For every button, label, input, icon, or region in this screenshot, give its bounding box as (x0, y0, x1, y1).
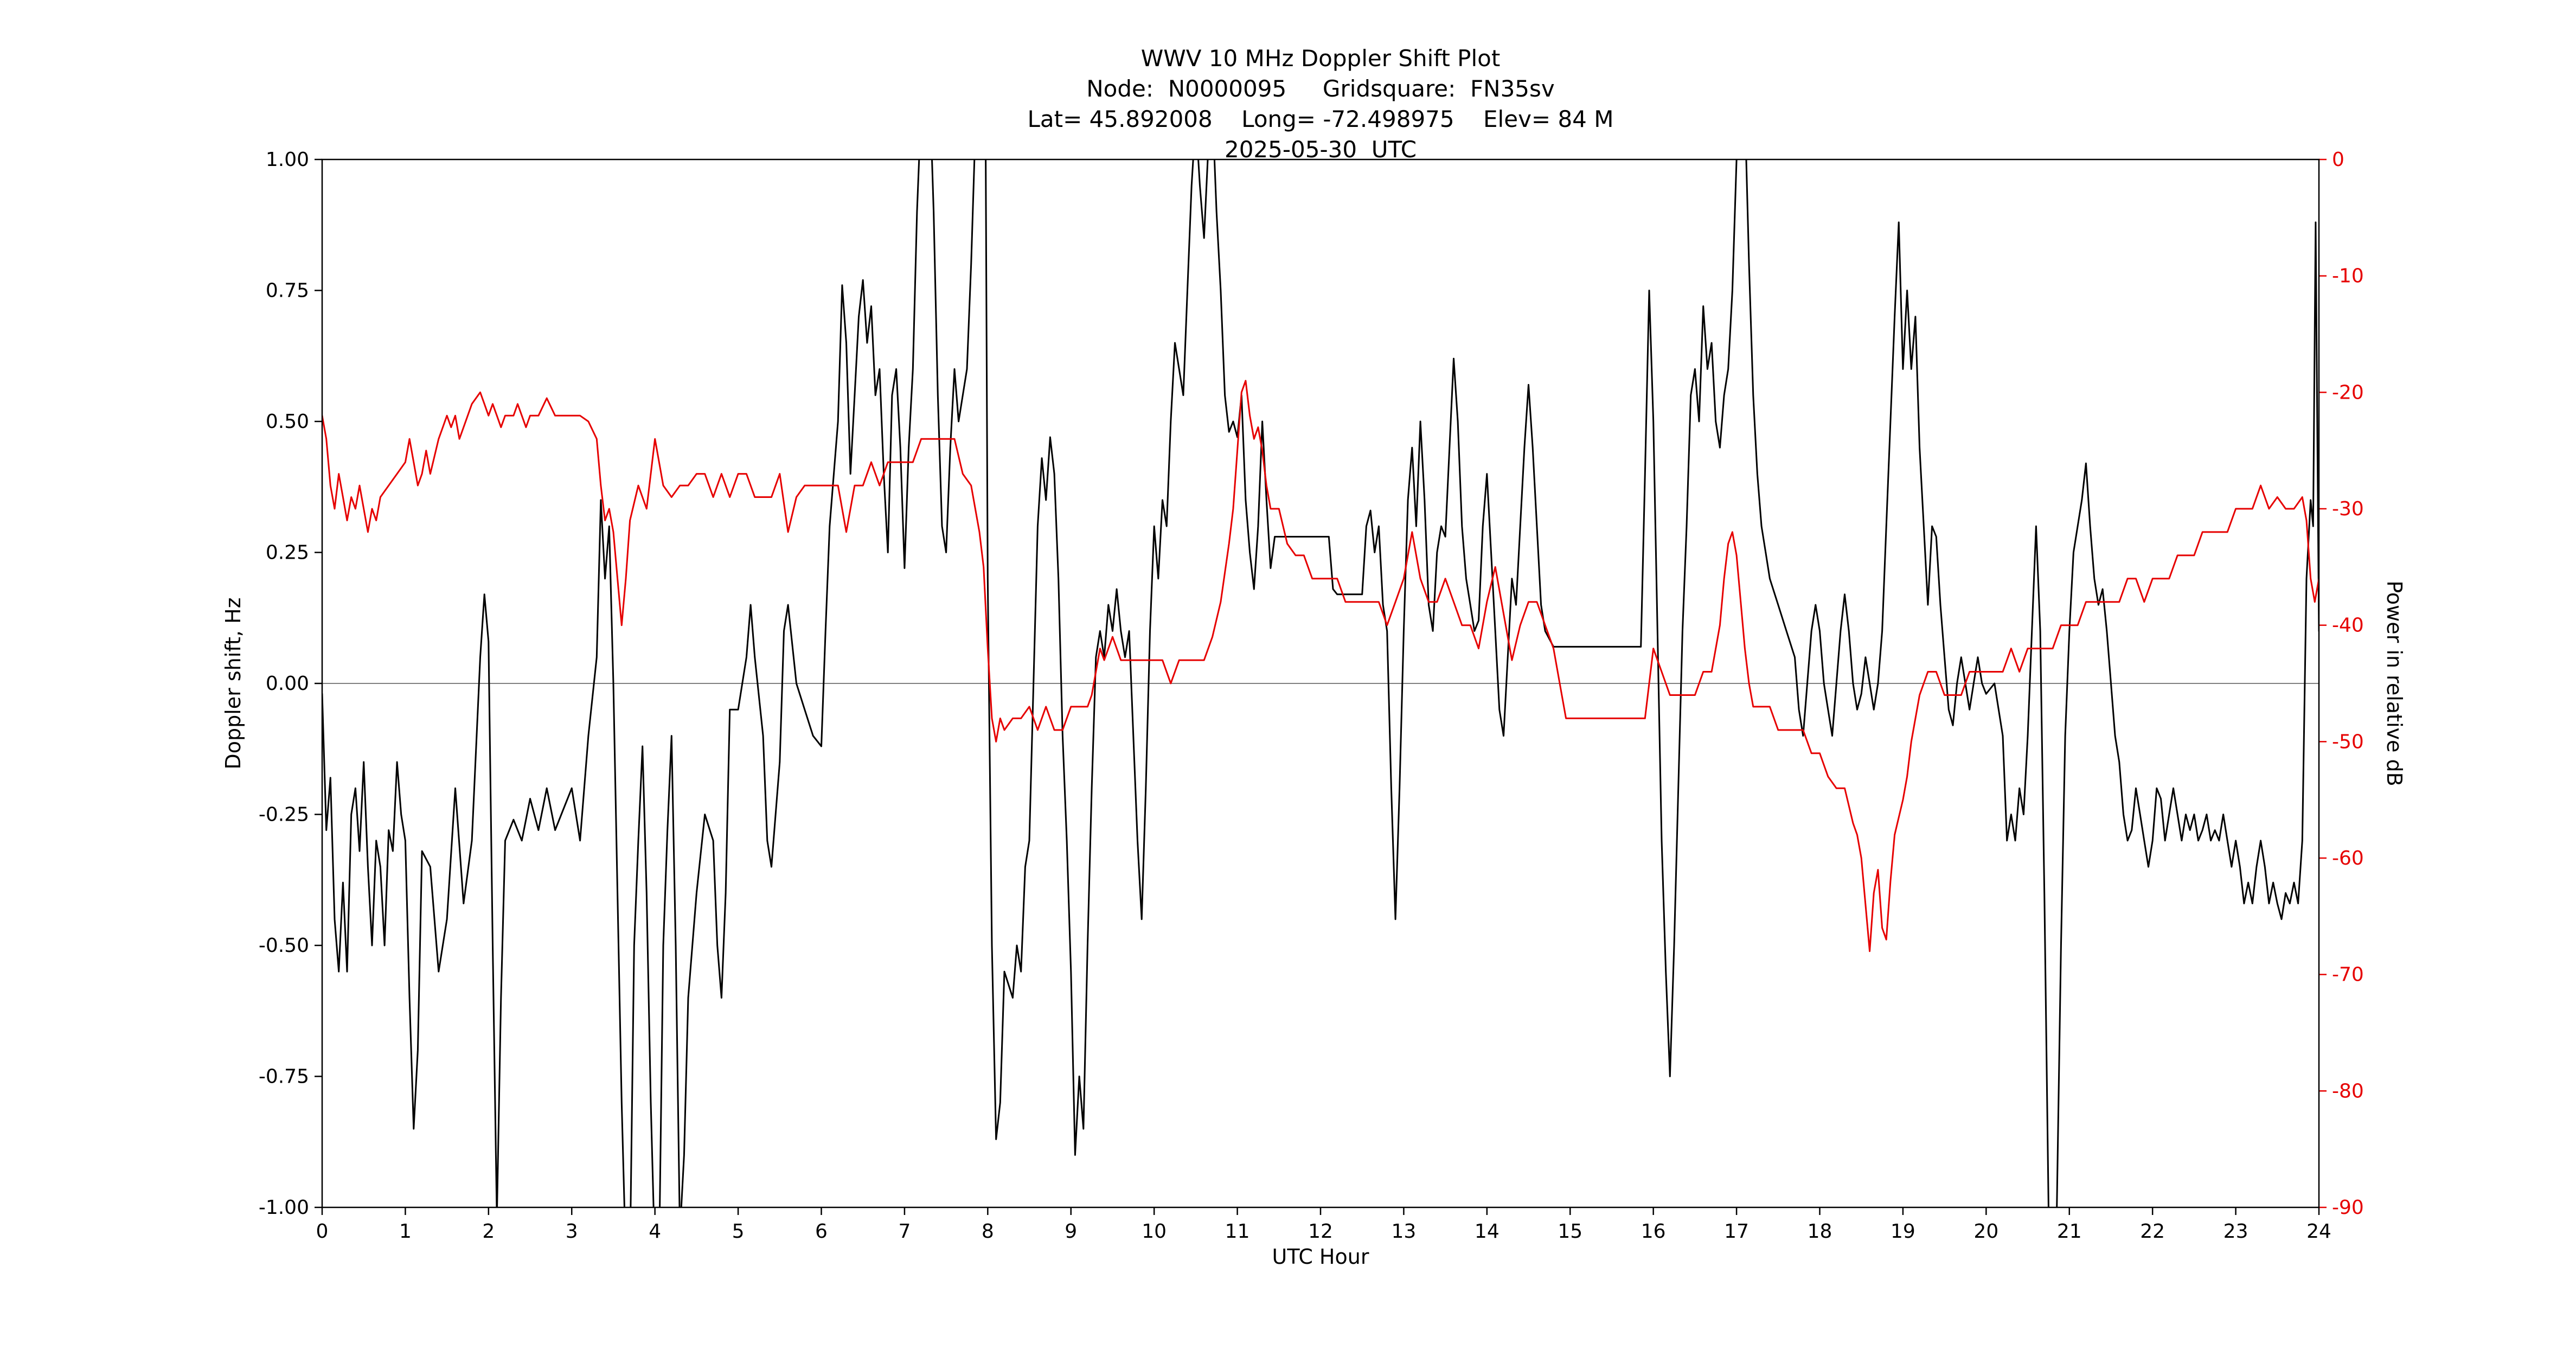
plot-frame (321, 158, 2320, 1208)
power-series-line (322, 380, 2319, 952)
x-tick-label: 22 (2140, 1220, 2165, 1243)
x-tick-label: 8 (982, 1220, 994, 1243)
x-tick-label: 4 (649, 1220, 661, 1243)
x-tick-label: 16 (1641, 1220, 1666, 1243)
x-tick-label: 20 (1973, 1220, 1998, 1243)
y-right-tick-label: -90 (2332, 1197, 2364, 1219)
x-tick-label: 17 (1724, 1220, 1749, 1243)
y-left-tick-label: -1.00 (259, 1197, 309, 1219)
x-tick-label: 14 (1475, 1220, 1500, 1243)
x-tick-label: 1 (399, 1220, 412, 1243)
y-left-tick-label: 0.50 (266, 411, 309, 433)
plot-subtitle-coords: Lat= 45.892008 Long= -72.498975 Elev= 84… (1027, 106, 1614, 132)
x-tick-label: 2 (482, 1220, 495, 1243)
x-tick-label: 9 (1065, 1220, 1077, 1243)
x-tick-label: 0 (316, 1220, 329, 1243)
title-block: WWV 10 MHz Doppler Shift Plot Node: N000… (322, 43, 2319, 165)
x-tick-label: 6 (815, 1220, 828, 1243)
y-right-tick-label: -10 (2332, 265, 2364, 287)
doppler-series-line (322, 159, 2319, 1207)
x-tick-label: 24 (2306, 1220, 2331, 1243)
y-right-tick-label: -30 (2332, 498, 2364, 520)
y-left-tick-label: -0.25 (259, 804, 309, 826)
x-tick-label: 10 (1142, 1220, 1167, 1243)
y-right-tick-label: -80 (2332, 1080, 2364, 1102)
y-left-tick-label: 1.00 (266, 149, 309, 171)
y-right-tick-label: -20 (2332, 381, 2364, 404)
y-right-tick-label: -40 (2332, 615, 2364, 637)
x-tick-label: 7 (898, 1220, 911, 1243)
y-right-tick-label: -70 (2332, 964, 2364, 986)
plot-subtitle-node: Node: N0000095 Gridsquare: FN35sv (1086, 75, 1555, 102)
x-tick-label: 23 (2223, 1220, 2248, 1243)
x-tick-label: 15 (1558, 1220, 1582, 1243)
y-left-tick-label: -0.75 (259, 1066, 309, 1088)
y-right-tick-label: 0 (2332, 149, 2344, 171)
x-tick-label: 3 (566, 1220, 578, 1243)
x-tick-label: 18 (1808, 1220, 1832, 1243)
x-tick-label: 5 (732, 1220, 745, 1243)
x-tick-label: 21 (2057, 1220, 2082, 1243)
plot-subtitle-date: 2025-05-30 UTC (1224, 136, 1417, 163)
y-axis-label-right: Power in relative dB (2382, 580, 2406, 786)
x-tick-label: 13 (1392, 1220, 1417, 1243)
x-axis-label: UTC Hour (1272, 1245, 1369, 1269)
x-tick-label: 11 (1225, 1220, 1250, 1243)
x-tick-label: 19 (1891, 1220, 1915, 1243)
y-left-tick-label: 0.00 (266, 673, 309, 695)
y-right-tick-label: -60 (2332, 847, 2364, 869)
plot-title: WWV 10 MHz Doppler Shift Plot (1140, 45, 1501, 72)
y-left-tick-label: 0.75 (266, 280, 309, 302)
x-tick-label: 12 (1308, 1220, 1333, 1243)
y-left-tick-label: 0.25 (266, 542, 309, 564)
y-axis-label-left: Doppler shift, Hz (221, 597, 245, 770)
y-left-tick-label: -0.50 (259, 935, 309, 957)
y-right-tick-label: -50 (2332, 731, 2364, 753)
